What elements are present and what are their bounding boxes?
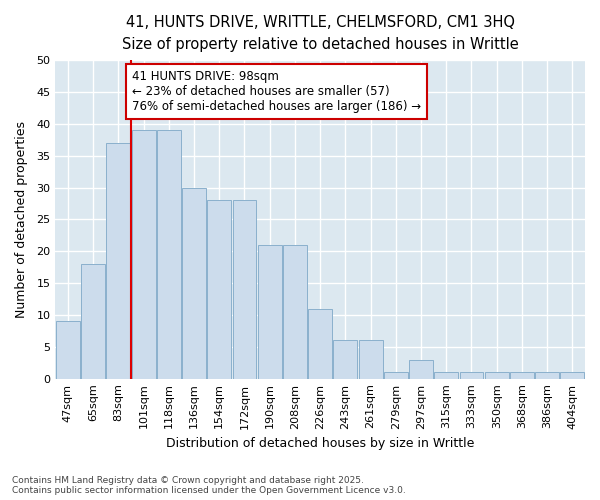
- Text: Contains HM Land Registry data © Crown copyright and database right 2025.
Contai: Contains HM Land Registry data © Crown c…: [12, 476, 406, 495]
- Bar: [359, 340, 383, 378]
- Bar: [384, 372, 408, 378]
- Bar: [560, 372, 584, 378]
- Bar: [56, 322, 80, 378]
- Bar: [131, 130, 155, 378]
- Bar: [258, 245, 281, 378]
- Bar: [308, 308, 332, 378]
- Bar: [510, 372, 534, 378]
- Bar: [157, 130, 181, 378]
- Y-axis label: Number of detached properties: Number of detached properties: [15, 121, 28, 318]
- Bar: [182, 188, 206, 378]
- Bar: [485, 372, 509, 378]
- Bar: [233, 200, 256, 378]
- Bar: [460, 372, 484, 378]
- Bar: [106, 143, 130, 378]
- X-axis label: Distribution of detached houses by size in Writtle: Distribution of detached houses by size …: [166, 437, 475, 450]
- Title: 41, HUNTS DRIVE, WRITTLE, CHELMSFORD, CM1 3HQ
Size of property relative to detac: 41, HUNTS DRIVE, WRITTLE, CHELMSFORD, CM…: [122, 15, 518, 52]
- Bar: [81, 264, 105, 378]
- Bar: [434, 372, 458, 378]
- Text: 41 HUNTS DRIVE: 98sqm
← 23% of detached houses are smaller (57)
76% of semi-deta: 41 HUNTS DRIVE: 98sqm ← 23% of detached …: [132, 70, 421, 113]
- Bar: [535, 372, 559, 378]
- Bar: [409, 360, 433, 378]
- Bar: [207, 200, 231, 378]
- Bar: [334, 340, 358, 378]
- Bar: [283, 245, 307, 378]
